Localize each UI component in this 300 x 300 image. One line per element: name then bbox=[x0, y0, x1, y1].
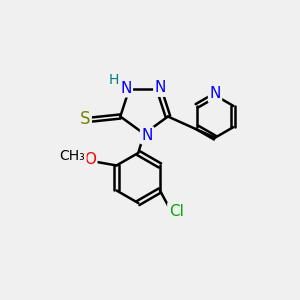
Text: N: N bbox=[209, 86, 221, 101]
Text: O: O bbox=[84, 152, 96, 167]
Text: N: N bbox=[120, 81, 132, 96]
Text: S: S bbox=[80, 110, 90, 128]
Text: H: H bbox=[109, 73, 119, 87]
Text: N: N bbox=[154, 80, 166, 95]
Text: Cl: Cl bbox=[169, 204, 184, 219]
Text: CH₃: CH₃ bbox=[59, 149, 85, 163]
Text: N: N bbox=[141, 128, 153, 143]
